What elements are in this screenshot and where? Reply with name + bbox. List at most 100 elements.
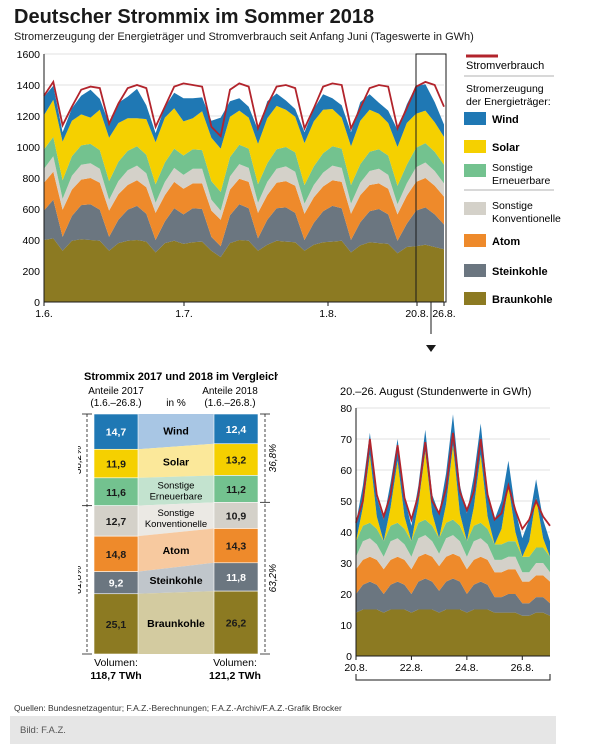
legend-label-3-a: Sonstige [492,200,533,212]
table-label-6: Braunkohle [147,618,205,630]
main-y-tick: 400 [22,235,40,247]
main-y-tick: 1600 [17,49,41,61]
area-atom [356,553,550,604]
group-right-renewables: 36,8% [268,444,278,472]
consumption-line [355,432,551,531]
week-chart-consumption [355,432,551,531]
table-bar-2017-2 [93,477,139,506]
table-bar-2018-4 [213,528,259,564]
credit-bar: Bild: F.A.Z. [10,716,556,744]
week-y-tick: 40 [340,527,352,539]
week-y-tick: 50 [340,496,352,508]
area-solar [44,99,444,192]
legend-label-1: Solar [492,142,520,154]
table-value-2017-1: 11,9 [106,459,126,471]
week-x-tick: 22.8. [400,662,423,674]
table-band-0 [138,414,214,450]
page-title: Deutscher Strommix im Sommer 2018 [14,6,375,28]
table-bar-2017-1 [93,448,139,479]
legend-swatch-1 [464,140,486,153]
table-bar-2017-0 [93,413,139,450]
table-label-5: Steinkohle [149,575,202,587]
legend-consumption-label: Stromverbrauch [466,60,544,72]
volume-2018: 121,2 TWh [209,670,261,682]
table-label-2-b: Erneuerbare [150,491,203,502]
area-wind [356,414,550,557]
table-value-2018-4: 14,3 [226,541,247,553]
sources-note: Quellen: Bundesnetzagentur; F.A.Z.-Berec… [14,703,342,713]
area-braunkohle [356,609,550,656]
table-col-right: Anteile 2018 [202,386,258,397]
main-x-tick: 1.7. [175,308,193,320]
legend-label-0: Wind [492,114,519,126]
table-value-2017-6: 25,1 [106,619,127,631]
area-steinkohle [44,199,444,258]
table-label-3-b: Konventionelle [145,519,207,530]
main-x-tick: 1.6. [35,308,53,320]
table-col-right-range: (1.6.–26.8.) [204,398,255,409]
legend-swatch-4 [464,234,486,247]
highlight-arrow-icon [426,345,436,352]
legend-label-6: Braunkohle [492,294,553,306]
area-steinkohle [356,578,550,616]
area-sonstige-erneuerbare [44,136,444,211]
legend-items: WindSolarSonstigeErneuerbareSonstigeKonv… [464,112,561,306]
week-chart-areas [356,414,550,656]
group-left-renewables: 38,2% [78,446,84,474]
table-col-left: Anteile 2017 [88,386,144,397]
area-wind [44,84,444,149]
week-range-bracket [355,674,551,681]
table-value-2018-3: 10,9 [226,510,247,522]
table-band-3 [138,502,214,537]
area-sonstige-konventionelle [356,535,550,582]
table-value-2017-4: 14,8 [106,549,127,561]
week-chart-title: 20.–26. August (Stundenwerte in GWh) [340,386,531,398]
table-value-2017-3: 12,7 [106,516,127,528]
table-band-1 [138,443,214,478]
main-x-tick: 20.8. [405,308,428,320]
table-value-2018-5: 11,8 [226,572,246,584]
table-band-5 [138,562,214,594]
week-area-chart: 20.–26. August (Stundenwerte in GWh) 0 10… [340,386,551,681]
area-sonstige-konventionelle [44,156,444,220]
legend-label-2-a: Sonstige [492,162,533,174]
table-value-2018-6: 26,2 [226,618,247,630]
table-band-4 [138,528,214,572]
main-y-tick: 1400 [17,80,41,92]
mix-comparison-table: Strommix 2017 und 2018 im Vergleich Ante… [78,371,278,682]
legend-swatch-5 [464,264,486,277]
legend-swatch-0 [464,112,486,125]
main-y-tick: 800 [22,173,40,185]
legend-label-4: Atom [492,236,520,248]
table-bar-2018-3 [213,502,259,529]
main-chart-consumption [43,79,445,139]
main-area-chart: 0 200 400 600 800 1000 1200 1400 1600 1.6. 1.7. 1.8… [17,49,456,334]
main-y-tick: 600 [22,204,40,216]
table-bar-2018-1 [213,443,259,476]
main-x-tick: 26.8. [432,308,455,320]
volume-label-left: Volumen: [94,657,138,669]
table-value-2018-2: 11,2 [226,484,246,496]
legend-heading-line1: Stromerzeugung [466,83,544,95]
table-label-2-a: Sonstige [158,480,195,491]
week-y-tick: 0 [346,651,352,663]
table-bar-2017-6 [93,593,139,655]
table-bar-2017-4 [93,535,139,572]
area-sonstige-erneuerbare [356,519,550,573]
week-y-tick: 60 [340,465,352,477]
week-x-tick: 26.8. [511,662,534,674]
group-left-conventional: 61,8% [78,566,84,594]
table-value-2018-0: 12,4 [226,424,247,436]
legend-swatch-3 [464,202,486,215]
week-x-tick: 20.8. [344,662,367,674]
image-credit: Bild: F.A.Z. [20,725,66,736]
legend-label-2-b: Erneuerbare [492,175,551,187]
page-subtitle: Stromerzeugung der Energieträger und Str… [14,31,474,43]
week-chart-axes: 0 10 20 30 40 50 60 70 80 20.8. 22.8. 24.8. 26.8. [340,403,551,681]
table-bar-2018-6 [213,590,259,655]
main-y-tick: 200 [22,266,40,278]
main-y-tick: 0 [34,297,40,309]
table-label-0: Wind [163,425,189,437]
legend-swatch-2 [464,164,486,177]
table-value-2017-0: 14,7 [106,427,127,439]
